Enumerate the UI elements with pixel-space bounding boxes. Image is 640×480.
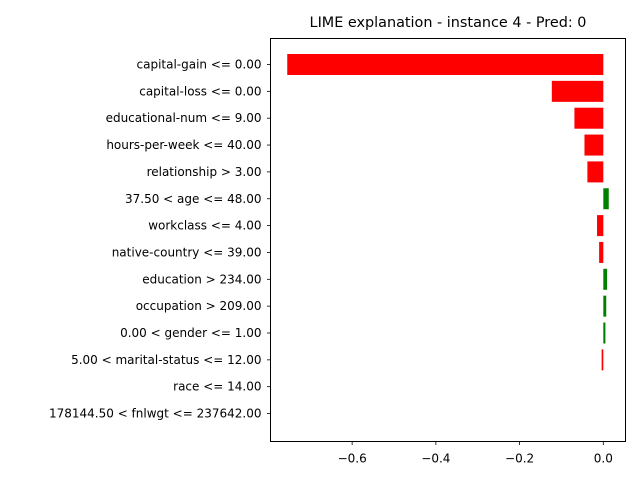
y-tick-label: workclass <= 4.00 (148, 219, 261, 233)
y-tick-label: 37.50 < age <= 48.00 (125, 192, 261, 206)
y-tick-label: hours-per-week <= 40.00 (106, 138, 261, 152)
y-tick-label: educational-num <= 9.00 (106, 111, 262, 125)
bar-9 (603, 295, 607, 317)
x-tick-label: −0.4 (421, 452, 450, 466)
y-tick-label: native-country <= 39.00 (112, 245, 262, 259)
x-tick-label: −0.2 (505, 452, 534, 466)
y-tick-label: occupation > 209.00 (136, 299, 262, 313)
y-tick-label: 5.00 < marital-status <= 12.00 (71, 353, 261, 367)
y-tick-label: education > 234.00 (142, 272, 261, 286)
x-tick-label: 0.0 (594, 452, 613, 466)
bar-5 (603, 188, 609, 210)
y-tick-label: capital-loss <= 0.00 (139, 84, 261, 98)
y-tick-label: race <= 14.00 (173, 380, 261, 394)
bar-6 (597, 215, 604, 237)
bar-4 (587, 161, 604, 183)
y-tick-label: 0.00 < gender <= 1.00 (120, 326, 261, 340)
bar-0 (287, 54, 604, 75)
y-tick-label: 178144.50 < fnlwgt <= 237642.00 (49, 407, 262, 421)
bar-2 (574, 107, 604, 129)
y-tick-label: capital-gain <= 0.00 (137, 58, 262, 72)
x-tick-label: −0.6 (338, 452, 367, 466)
plot-frame (270, 38, 626, 442)
chart-title: LIME explanation - instance 4 - Pred: 0 (310, 15, 587, 31)
bar-10 (603, 322, 606, 344)
y-axis-ticks: capital-gain <= 0.00 capital-loss <= 0.00… (49, 58, 271, 421)
bars-group (287, 54, 609, 371)
x-axis-ticks: −0.6 −0.4 −0.2 0.0 (338, 441, 613, 466)
bar-8 (603, 268, 608, 290)
y-tick-label: relationship > 3.00 (147, 165, 262, 179)
bar-11 (601, 349, 604, 371)
bar-1 (551, 80, 604, 102)
bar-7 (599, 241, 604, 263)
bar-3 (584, 134, 604, 156)
